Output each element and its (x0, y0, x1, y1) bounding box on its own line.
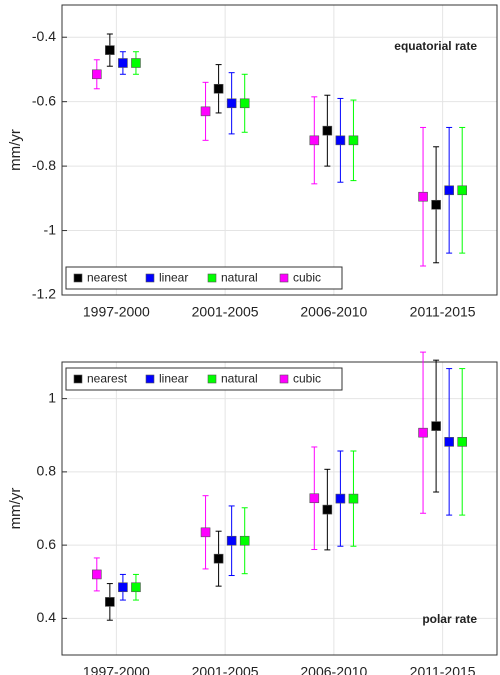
marker (322, 125, 333, 136)
marker (444, 185, 454, 196)
legend-marker (73, 374, 83, 384)
marker (457, 437, 468, 447)
marker (348, 135, 359, 146)
x-tick-label: 1997-2000 (83, 664, 150, 675)
x-tick-label: 2001-2005 (192, 664, 259, 675)
y-tick-label: -0.4 (32, 28, 56, 44)
marker (200, 527, 211, 538)
plot-frame (61, 361, 498, 656)
plot-frame (61, 4, 498, 296)
marker (213, 83, 224, 94)
legend-box (65, 367, 343, 391)
legend-label: linear (159, 372, 188, 386)
y-tick-label: -1.2 (32, 286, 56, 302)
legend-marker (145, 273, 155, 283)
marker (444, 437, 454, 447)
marker (226, 98, 237, 109)
legend-label: linear (159, 271, 188, 285)
marker (309, 493, 320, 504)
y-tick-label: -1 (44, 221, 57, 237)
x-tick-label: 2011-2015 (410, 664, 476, 675)
marker (239, 535, 250, 546)
legend-label: natural (221, 372, 258, 386)
marker (335, 135, 346, 146)
x-tick-label: 2006-2010 (300, 664, 367, 675)
legend-label: cubic (293, 271, 321, 285)
marker (335, 493, 346, 504)
x-tick-label: 2011-2015 (410, 304, 476, 320)
legend-label: cubic (293, 372, 321, 386)
y-tick-label: 0.8 (37, 463, 57, 479)
y-tick-label: -0.6 (32, 92, 56, 108)
marker (118, 58, 128, 68)
marker (92, 69, 102, 80)
marker (213, 553, 224, 564)
marker (431, 199, 441, 210)
marker (92, 569, 102, 580)
marker (418, 427, 428, 438)
marker (418, 191, 428, 202)
x-tick-label: 2001-2005 (192, 304, 259, 320)
marker (131, 582, 141, 593)
marker (105, 597, 115, 607)
x-tick-label: 2006-2010 (300, 304, 367, 320)
legend-label: natural (221, 271, 258, 285)
marker (348, 493, 359, 504)
y-tick-label: 0.6 (37, 536, 57, 552)
legend-label: nearest (87, 372, 128, 386)
marker (309, 135, 320, 146)
legend-marker (145, 374, 155, 384)
marker (118, 582, 128, 593)
marker (200, 106, 211, 117)
marker (431, 421, 441, 431)
legend-marker (279, 273, 289, 283)
marker (322, 504, 333, 515)
annotation: equatorial rate (394, 39, 477, 53)
x-tick-label: 1997-2000 (83, 304, 150, 320)
legend-marker (279, 374, 289, 384)
y-axis-label: mm/yr (7, 129, 24, 171)
legend-marker (207, 374, 217, 384)
marker (226, 535, 237, 546)
marker (105, 45, 115, 55)
legend-marker (207, 273, 217, 283)
legend-box (65, 266, 343, 290)
marker (457, 185, 468, 196)
y-tick-label: -0.8 (32, 157, 56, 173)
y-axis-label: mm/yr (7, 488, 24, 530)
marker (131, 58, 141, 68)
legend-label: nearest (87, 271, 128, 285)
marker (239, 98, 250, 109)
annotation: polar rate (422, 612, 477, 626)
y-tick-label: 0.4 (37, 609, 57, 625)
legend-marker (73, 273, 83, 283)
y-tick-label: 1 (48, 389, 56, 405)
